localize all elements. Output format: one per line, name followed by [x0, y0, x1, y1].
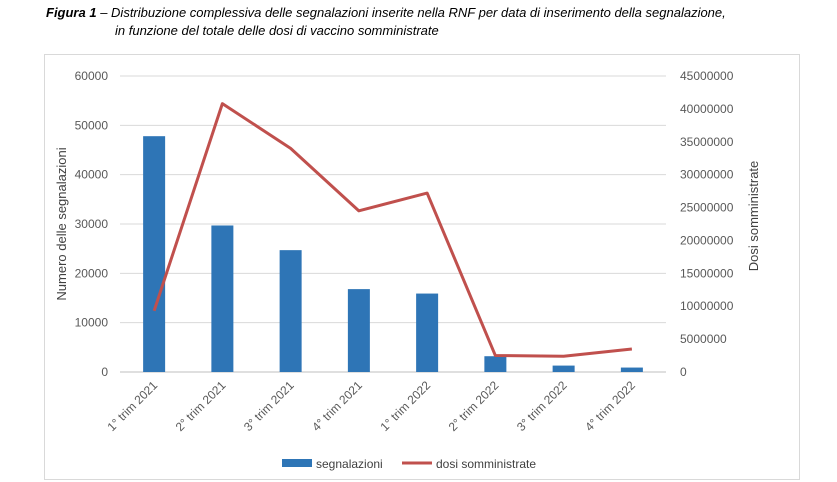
x-tick-label: 2° trim 2022 [446, 378, 502, 434]
bar [620, 367, 643, 372]
legend: segnalazioni dosi somministrate [282, 457, 536, 471]
y-axis-title: Numero delle segnalazioni [54, 147, 69, 300]
y2-tick-label: 15000000 [680, 266, 734, 280]
bar [211, 225, 234, 372]
y-tick-label: 60000 [75, 69, 109, 83]
y2-tick-label: 10000000 [680, 299, 734, 313]
caption-label: Figura 1 [46, 5, 97, 20]
bar [347, 289, 370, 372]
x-tick-label: 1° trim 2021 [105, 378, 161, 434]
y2-axis-title: Dosi somministrate [746, 161, 761, 272]
bar [484, 356, 507, 372]
x-tick-label: 3° trim 2022 [514, 378, 570, 434]
bar-series [143, 136, 643, 372]
legend-swatch-segnalazioni [282, 459, 312, 467]
legend-label-dosi: dosi somministrate [436, 457, 536, 471]
caption-text-line2: in funzione del totale delle dosi di vac… [115, 23, 439, 38]
y-tick-label: 20000 [75, 266, 109, 280]
y2-tick-label: 20000000 [680, 233, 734, 247]
caption-separator: – [96, 5, 112, 20]
line-series [152, 102, 633, 358]
y2-tick-label: 0 [680, 365, 687, 379]
legend-label-segnalazioni: segnalazioni [316, 457, 383, 471]
x-tick-label: 1° trim 2022 [378, 378, 434, 434]
y-tick-label: 10000 [75, 316, 109, 330]
y2-tick-label: 25000000 [680, 201, 734, 215]
x-tick-label: 4° trim 2021 [309, 378, 365, 434]
x-tick-label: 2° trim 2021 [173, 378, 229, 434]
bar [416, 293, 439, 372]
x-tick-label: 4° trim 2022 [582, 378, 638, 434]
bar [552, 365, 575, 372]
chart-frame [44, 54, 800, 480]
y-tick-label: 40000 [75, 168, 109, 182]
y2-tick-label: 5000000 [680, 332, 727, 346]
y-tick-label: 50000 [75, 118, 109, 132]
y2-tick-label: 35000000 [680, 135, 734, 149]
x-tick-label: 3° trim 2021 [241, 378, 297, 434]
bar [143, 136, 166, 372]
bar [279, 250, 302, 372]
gridlines [120, 75, 666, 373]
line-series-path [152, 102, 633, 358]
figure-caption: Figura 1 – Distribuzione complessiva del… [46, 4, 826, 40]
y2-tick-label: 40000000 [680, 102, 734, 116]
caption-text-line1: Distribuzione complessiva delle segnalaz… [111, 5, 726, 20]
y-tick-label: 0 [101, 365, 108, 379]
y2-tick-label: 45000000 [680, 69, 734, 83]
y2-tick-label: 30000000 [680, 168, 734, 182]
y-tick-label: 30000 [75, 217, 109, 231]
